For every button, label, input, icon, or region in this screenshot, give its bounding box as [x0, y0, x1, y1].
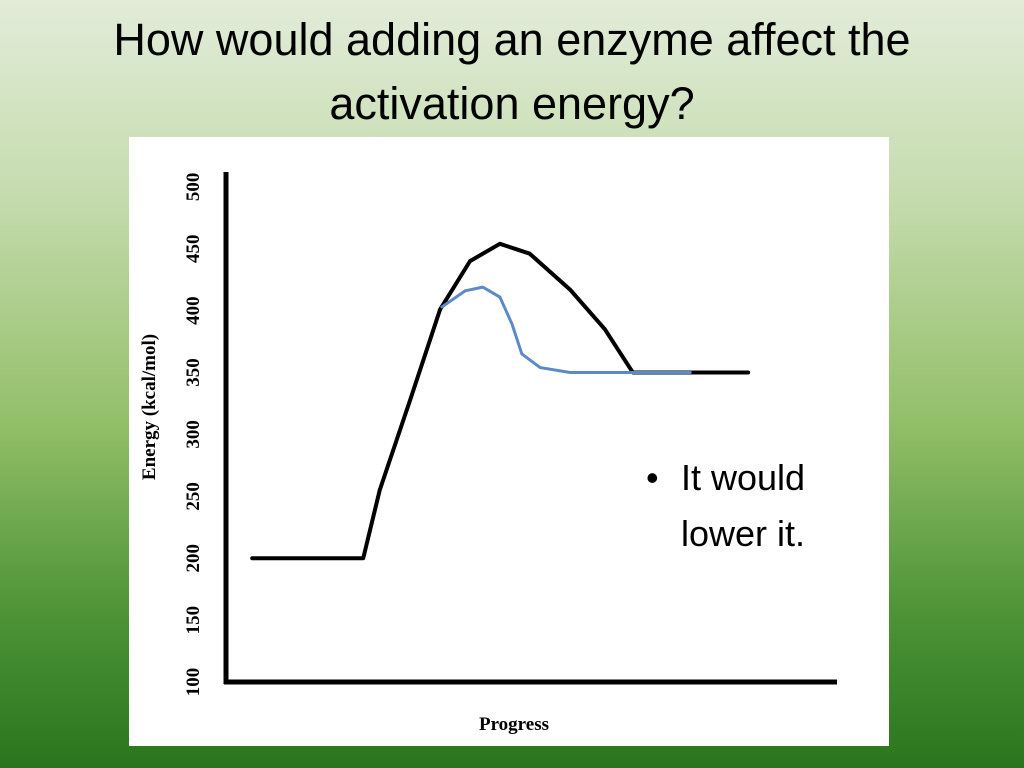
y-axis-label: Energy (kcal/mol)	[139, 334, 160, 480]
y-tick-label: 200	[183, 544, 204, 573]
y-tick-label: 400	[183, 296, 204, 325]
x-axis-label: Progress	[479, 714, 549, 735]
y-tick-label: 350	[183, 358, 204, 387]
y-tick-label: 450	[183, 234, 204, 262]
energy-curve	[440, 285, 692, 375]
y-tick-label: 500	[183, 173, 204, 202]
chart-background	[129, 137, 889, 746]
y-tick-label: 150	[183, 606, 204, 635]
energy-curve	[250, 241, 751, 561]
y-tick-label: 250	[183, 482, 204, 511]
chart: Progress Energy (kcal/mol) 100 150 200 250 3…	[129, 137, 889, 746]
y-tick-label: 300	[183, 420, 204, 449]
slide-title: How would adding an enzyme affect the ac…	[113, 14, 911, 129]
y-tick-label: 100	[183, 668, 204, 697]
bullet-text: It would lower it.	[646, 450, 846, 562]
